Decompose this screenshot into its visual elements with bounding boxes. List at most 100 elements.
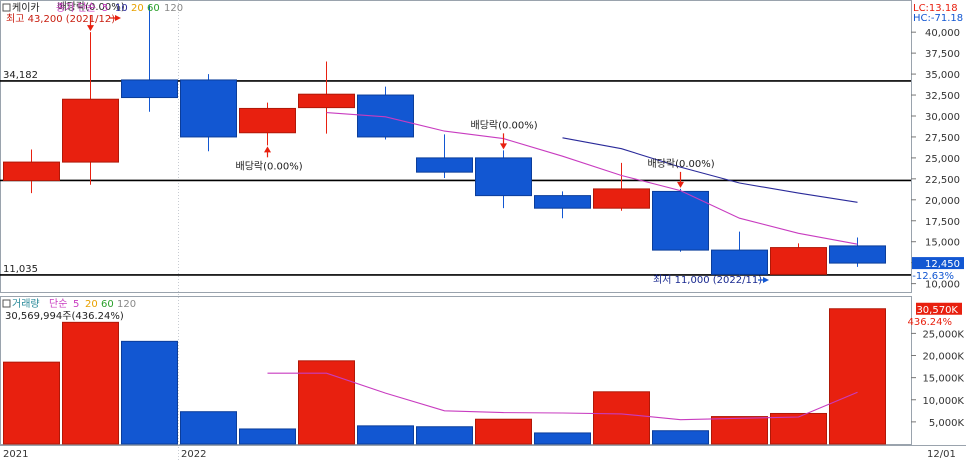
volume-bar — [239, 428, 296, 445]
ma5-line — [326, 112, 858, 245]
high-arrow-icon — [109, 15, 121, 21]
volume-bar — [829, 308, 886, 445]
candle-body — [829, 245, 886, 264]
price-tick-label: 20,000 — [925, 196, 960, 207]
lc-label: LC:13.18 — [913, 3, 958, 14]
vol-ma-period-5: 5 — [73, 299, 79, 310]
low-annotation: 최저 11,000 (2022/11) — [653, 274, 762, 286]
price-tick-label: 32,500 — [925, 91, 960, 102]
low-arrow-icon — [758, 277, 769, 283]
volume-bar — [711, 416, 768, 445]
price-tick-label: 22,500 — [925, 175, 960, 186]
price-y-axis: 40,000 37,500 35,000 32,500 30,000 27,500 25,0… — [911, 28, 960, 291]
volume-y-axis: 25,000K 20,000K 15,000K 10,000K 5,000K — [911, 329, 965, 429]
dividend-arrow-icon — [87, 25, 94, 32]
candle-body — [593, 188, 650, 209]
volume-bar — [593, 391, 650, 445]
reference-line-label: 11,035 — [3, 264, 38, 275]
ma-period-120: 120 — [164, 3, 183, 14]
volume-bar — [534, 432, 591, 445]
volume-ma-line — [267, 372, 858, 421]
vol-ma-period-20: 20 — [85, 299, 98, 310]
last-volume-change: 436.24% — [908, 317, 953, 328]
volume-bar — [62, 321, 119, 445]
last-price-badge — [912, 257, 964, 270]
price-panel-frame — [0, 0, 912, 293]
candle-body — [534, 195, 591, 209]
volume-tick-label: 10,000K — [922, 396, 964, 407]
volume-bar — [298, 360, 355, 445]
reference-line-label: 34,182 — [3, 70, 38, 81]
volume-bar — [416, 426, 473, 445]
volume-tick-label: 25,000K — [922, 329, 964, 340]
price-tick-label: 25,000 — [925, 154, 960, 165]
candle-body — [180, 79, 237, 138]
volume-tick-label: 5,000K — [929, 418, 965, 429]
price-tick-label: 40,000 — [925, 28, 960, 39]
candle-body — [62, 98, 119, 163]
dividend-label: 배당락(0.00%) — [471, 119, 538, 131]
price-tick-label: 27,500 — [925, 133, 960, 144]
volume-current: 30,569,994주(436.24%) — [5, 311, 124, 322]
volume-bar — [357, 425, 414, 445]
ma-period-60: 60 — [147, 3, 160, 14]
candle-body — [357, 94, 414, 138]
volume-bar — [180, 411, 237, 445]
volume-panel-frame — [0, 296, 912, 445]
volume-bar — [475, 418, 532, 445]
high-annotation: 최고 43,200 (2021/12) — [6, 13, 115, 25]
candle-body — [711, 249, 768, 275]
candle-body — [416, 157, 473, 173]
price-legend: 케이카 종가 단순 5 10 20 60 120 — [2, 2, 183, 14]
price-tick-label: 35,000 — [925, 70, 960, 81]
price-tick-label: 37,500 — [925, 49, 960, 60]
candle-body — [239, 107, 296, 134]
candle-body — [298, 93, 355, 109]
price-ma-label: 종가 단순 — [56, 2, 96, 14]
volume-moving-average — [267, 372, 858, 421]
last-volume-badge — [916, 302, 962, 315]
candle-body — [3, 161, 60, 182]
dividend-arrow-icon — [264, 146, 271, 153]
time-label-2021: 2021 — [3, 449, 28, 460]
time-label-2022: 2022 — [181, 449, 206, 460]
moving-average-lines — [326, 112, 858, 245]
candlestick-series[interactable] — [3, 5, 886, 276]
candle-body — [652, 190, 709, 251]
volume-bar-series[interactable] — [3, 308, 886, 445]
last-volume-value: 30,570K — [916, 305, 958, 316]
candle-body — [475, 157, 532, 197]
dividend-label: 배당락(0.00%) — [648, 158, 715, 170]
ma-period-10: 10 — [115, 3, 128, 14]
volume-bar — [652, 430, 709, 445]
candle-body — [121, 79, 178, 99]
dividend-label: 배당락(0.00%) — [236, 160, 303, 172]
ma10-line — [562, 137, 858, 203]
volume-tick-label: 15,000K — [922, 374, 964, 385]
vol-ma-period-60: 60 — [101, 299, 114, 310]
dividend-arrow-icon — [500, 143, 507, 150]
vol-ma-period-120: 120 — [117, 299, 136, 310]
price-tick-label: 30,000 — [925, 112, 960, 123]
stock-name: 케이카 — [12, 2, 40, 14]
price-tick-label: 15,000 — [925, 238, 960, 249]
last-price-change: -12.63% — [912, 271, 954, 282]
dividend-label: 배당락(0.00%) — [58, 1, 125, 13]
legend-box-icon — [2, 3, 11, 12]
dividend-arrow-icon — [677, 181, 684, 188]
volume-bar — [3, 361, 60, 445]
price-tick-label: 10,000 — [925, 280, 960, 291]
volume-bar — [770, 412, 827, 445]
hc-label: HC:-71.18 — [913, 13, 963, 24]
ma-period-5: 5 — [102, 3, 108, 14]
volume-legend-box-icon — [2, 299, 11, 308]
ma-period-20: 20 — [131, 3, 144, 14]
volume-tick-label: 20,000K — [922, 352, 964, 363]
candle-body — [770, 247, 827, 275]
volume-label: 거래량 — [12, 298, 40, 310]
dividend-markers: 배당락(0.00%) 배당락(0.00%) 배당락(0.00%) 배당락(0.00%) — [58, 1, 715, 188]
volume-bar — [121, 340, 178, 445]
volume-legend: 거래량 단순 5 20 60 120 30,569,994주(436.24%) — [2, 298, 136, 322]
price-tick-label: 17,500 — [925, 217, 960, 228]
